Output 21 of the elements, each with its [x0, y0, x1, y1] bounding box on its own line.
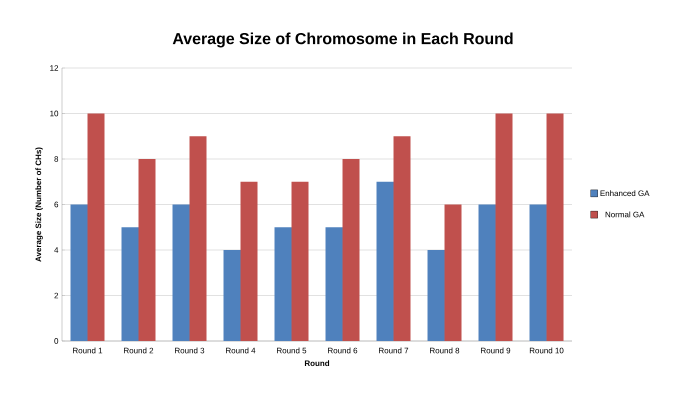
bar: [122, 227, 139, 341]
bar: [190, 136, 207, 341]
bar: [376, 182, 394, 341]
bar: [394, 136, 411, 341]
bar: [88, 113, 105, 341]
bar: [224, 250, 241, 341]
bar: [478, 204, 496, 341]
bar: [530, 204, 547, 341]
bar: [240, 182, 258, 341]
bar: [444, 204, 462, 341]
bar: [172, 204, 190, 341]
bar: [546, 113, 564, 341]
bar: [70, 204, 88, 341]
bar: [274, 227, 292, 341]
bar: [292, 182, 309, 341]
bar: [138, 159, 156, 341]
bar: [326, 227, 343, 341]
chart-title: Average Size of Chromosome in Each Round: [172, 32, 513, 48]
bar: [342, 159, 360, 341]
bar: [496, 113, 513, 341]
bar: [428, 250, 445, 341]
